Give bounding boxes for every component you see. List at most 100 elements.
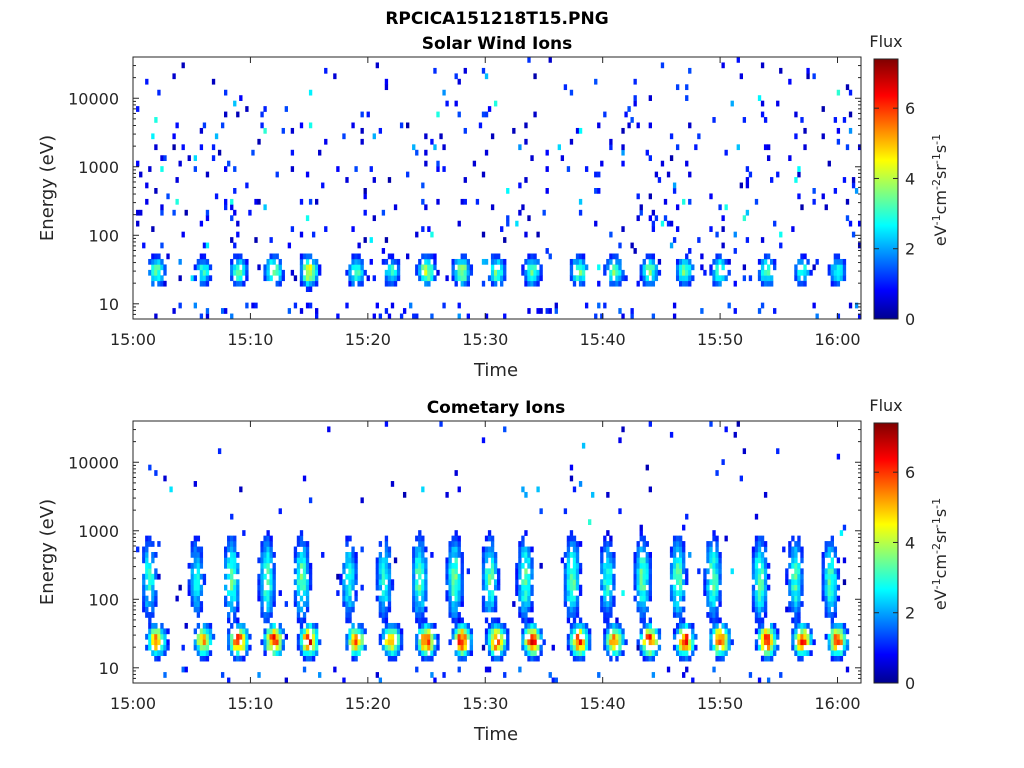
- heat-cell: [718, 258, 722, 265]
- heat-cell: [236, 595, 240, 602]
- heat-cell: [785, 573, 789, 580]
- heat-cell: [421, 590, 425, 596]
- heat-cell: [439, 133, 443, 140]
- heat-cell: [454, 100, 458, 107]
- heat-cell: [569, 639, 574, 646]
- heat-cell: [572, 557, 577, 564]
- heat-cell: [609, 258, 613, 265]
- heat-cell: [236, 562, 240, 569]
- heat-cell: [527, 650, 531, 657]
- heat-cell: [621, 160, 625, 167]
- heat-cell: [460, 562, 464, 569]
- heat-cell: [418, 639, 422, 646]
- heat-cell: [436, 198, 440, 205]
- heat-cell: [233, 188, 237, 194]
- heat-cell: [199, 639, 204, 646]
- heat-cell: [436, 160, 440, 167]
- heat-cell: [399, 628, 404, 635]
- heat-cell: [503, 672, 507, 678]
- heat-cell: [757, 606, 762, 613]
- heat-cell: [230, 513, 234, 520]
- heat-cell: [421, 198, 425, 205]
- heat-cell: [675, 612, 680, 618]
- heat-cell: [272, 601, 276, 607]
- heat-cell: [724, 644, 728, 651]
- colorbar-tick-label: 2: [905, 604, 915, 623]
- heat-cell: [791, 226, 795, 232]
- heat-cell: [651, 672, 656, 678]
- heat-cell: [606, 601, 610, 607]
- heat-cell: [682, 524, 686, 531]
- heat-cell: [521, 606, 525, 613]
- heat-cell: [533, 280, 537, 287]
- heat-cell: [436, 269, 440, 276]
- heat-cell: [648, 650, 652, 657]
- heat-cell: [296, 612, 301, 618]
- heat-cell: [709, 562, 713, 569]
- heat-cell: [760, 628, 765, 635]
- heat-cell: [157, 650, 161, 657]
- heat-cell: [145, 601, 149, 607]
- heat-cell: [187, 155, 191, 162]
- heat-cell: [151, 133, 155, 140]
- heat-cell: [836, 258, 841, 265]
- heat-cell: [715, 568, 719, 575]
- heat-cell: [357, 269, 361, 276]
- heat-cell: [672, 188, 677, 194]
- heat-cell: [263, 644, 267, 651]
- heat-cell: [384, 275, 389, 282]
- heat-cell: [609, 138, 613, 145]
- heat-cell: [757, 573, 762, 580]
- heat-cell: [569, 584, 574, 591]
- heat-cell: [418, 612, 422, 618]
- heat-cell: [675, 204, 680, 211]
- heat-cell: [642, 280, 646, 287]
- heat-cell: [679, 617, 683, 624]
- heat-cell: [227, 628, 231, 635]
- heat-cell: [481, 552, 486, 558]
- heat-cell: [224, 552, 228, 558]
- heat-cell: [430, 269, 434, 276]
- heat-cell: [515, 220, 519, 227]
- heat-cell: [763, 606, 768, 613]
- heat-cell: [372, 313, 376, 320]
- heat-cell: [427, 639, 431, 646]
- heat-cell: [360, 622, 364, 629]
- heat-cell: [672, 595, 677, 602]
- heat-cell: [648, 486, 652, 493]
- heat-cell: [600, 562, 604, 569]
- heat-cell: [157, 655, 161, 662]
- heat-cell: [287, 242, 292, 249]
- heat-cell: [269, 552, 273, 558]
- heat-cell: [503, 275, 507, 282]
- heat-cell: [196, 650, 201, 657]
- heat-cell: [145, 573, 149, 580]
- heat-cell: [360, 633, 364, 640]
- heat-cell: [457, 78, 461, 85]
- heat-cell: [151, 584, 155, 591]
- heat-cell: [269, 601, 273, 607]
- heat-cell: [800, 622, 804, 629]
- heat-cell: [427, 280, 431, 287]
- heat-cell: [354, 590, 358, 596]
- heat-cell: [302, 552, 307, 558]
- heat-cell: [672, 313, 677, 320]
- heat-cell: [424, 584, 428, 591]
- heat-cell: [148, 644, 152, 651]
- heat-cell: [603, 590, 607, 596]
- heat-cell: [606, 606, 610, 613]
- heat-cell: [148, 633, 152, 640]
- heat-cell: [621, 149, 625, 156]
- heat-cell: [351, 557, 355, 564]
- heat-cell: [569, 552, 574, 558]
- heat-cell: [597, 171, 601, 178]
- heat-cell: [208, 622, 213, 629]
- heat-cell: [527, 215, 531, 222]
- heat-cell: [754, 541, 759, 547]
- heat-cell: [712, 612, 716, 618]
- heat-cell: [466, 280, 470, 287]
- heat-cell: [612, 601, 616, 607]
- heat-cell: [621, 590, 625, 596]
- heat-cell: [363, 628, 367, 635]
- heat-cell: [581, 269, 586, 276]
